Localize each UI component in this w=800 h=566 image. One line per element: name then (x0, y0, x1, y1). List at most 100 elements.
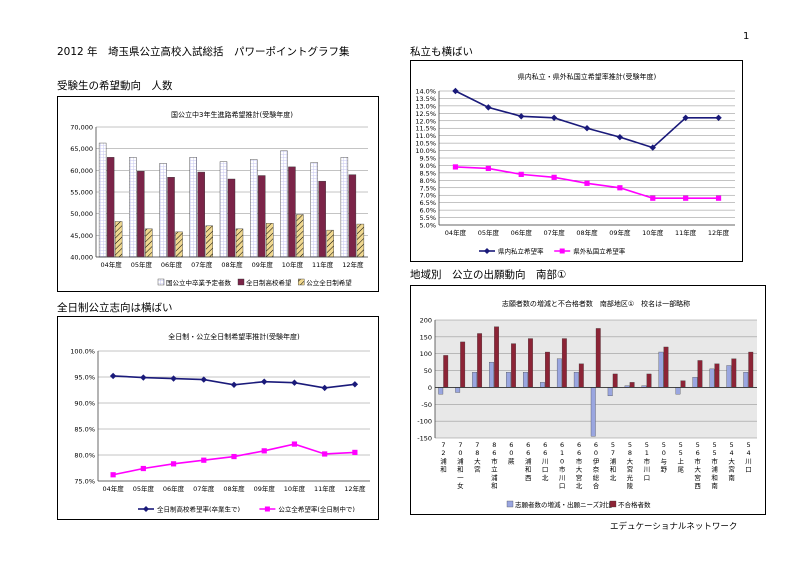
chart-panel-south-district: 志願者数の増減と不合格者数 南部地区① 校名は一部略称 -150 -100 -50 0 5… (410, 285, 766, 515)
x-tick-label-char: 1 (560, 449, 564, 457)
x-tick-label-char: 6 (543, 449, 547, 457)
x-tick-label-char: 7 (458, 441, 462, 449)
x-tick-label-char: 5 (730, 441, 734, 449)
bar-1 (523, 372, 528, 388)
bar-1 (219, 161, 228, 258)
bar-2 (731, 358, 737, 388)
x-tick-label-char: 5 (611, 441, 615, 449)
series-line-2 (112, 443, 355, 476)
data-point (200, 376, 207, 383)
y-tick-label: 50 (424, 367, 432, 375)
x-tick-label-char: 6 (526, 441, 530, 449)
x-tick-label-char: 2 (441, 449, 445, 457)
x-tick-label-char: 与 (661, 457, 668, 465)
y-tick-label: 100.0% (70, 348, 95, 356)
data-point (230, 381, 238, 388)
x-tick-label-char: 川 (559, 474, 566, 482)
bar-1 (573, 372, 579, 388)
bar-1 (472, 372, 478, 388)
bar-1 (98, 142, 107, 258)
legend-label: 不合格者数 (618, 500, 651, 509)
x-tick-label-char: 大 (694, 465, 701, 474)
x-tick-label: 11年度 (312, 260, 334, 269)
bar-2 (227, 178, 236, 258)
footer-company: エデュケーショナルネットワーク (610, 522, 738, 532)
bar-2 (545, 351, 550, 388)
y-tick-label: 55,000 (70, 189, 93, 197)
x-tick-label-char: 大 (728, 456, 735, 465)
bar-2 (197, 171, 205, 258)
south-district-bar-chart: 志願者数の増減と不合格者数 南部地区① 校名は一部略称-150-100-5005… (417, 299, 757, 509)
bar-1 (159, 163, 167, 258)
bar-1 (692, 377, 698, 388)
data-point (683, 195, 689, 201)
data-point (231, 453, 237, 460)
data-point (518, 113, 525, 120)
y-tick-label: 80.0% (74, 452, 95, 460)
data-point (352, 449, 358, 455)
bar-3 (326, 229, 334, 258)
bar-2 (511, 343, 516, 388)
x-tick-label: 10年度 (282, 260, 304, 269)
x-tick-label-char: 0 (560, 457, 564, 465)
x-tick-label-char: 市 (559, 465, 566, 474)
x-tick-label: 04年度 (100, 260, 122, 269)
x-tick-label-char: 川 (745, 457, 752, 465)
x-tick-label-char: 南 (711, 481, 718, 490)
x-tick-label: 10年度 (642, 228, 664, 237)
bar-2 (578, 363, 584, 388)
bar-1 (189, 157, 197, 258)
y-tick-label: 85.0% (74, 426, 95, 434)
x-tick-label-char: 宮 (728, 465, 735, 474)
y-tick-label: 60,000 (70, 167, 93, 175)
section-heading-bottom-right: 地域別 公立の出願動向 南部① (410, 269, 567, 281)
x-tick-label-char: 4 (746, 449, 750, 457)
bar-2 (612, 373, 618, 388)
bar-2 (595, 328, 601, 388)
x-tick-label-char: 宮 (576, 473, 583, 482)
x-tick-label: 12年度 (342, 260, 364, 269)
bar-1 (455, 387, 461, 393)
x-tick-label-char: 和 (711, 473, 718, 482)
bar-2 (680, 380, 686, 388)
x-tick-label-char: 市 (576, 456, 583, 465)
y-tick-label: -150 (417, 435, 432, 443)
legend-marker (143, 506, 149, 512)
data-point (551, 174, 557, 180)
x-tick-label: 08年度 (576, 228, 598, 237)
x-tick-label-char: 大 (576, 465, 583, 474)
x-tick-label-char: 口 (745, 466, 752, 474)
bar-2 (288, 166, 296, 258)
legend-swatch (609, 500, 617, 508)
x-tick-label: 07年度 (193, 484, 215, 493)
x-tick-label-char: 0 (662, 449, 666, 457)
x-tick-label: 09年度 (609, 228, 631, 237)
bar-1 (540, 382, 545, 388)
y-tick-label: 13.5% (415, 95, 436, 103)
x-tick-label: 09年度 (252, 260, 274, 269)
data-point (351, 381, 359, 388)
bar-2 (106, 157, 115, 258)
x-tick-label-char: 5 (696, 441, 700, 449)
bar-1 (743, 372, 749, 388)
bar-2 (714, 363, 720, 388)
chart-panel-applicants: 国公立中3年生進路希望推計(受験年度) 40,000 45,000 50,000 55,… (57, 96, 379, 292)
legend-label: 全日制高校希望率(卒業生で) (157, 505, 240, 514)
bar-2 (663, 346, 669, 388)
bar-2 (561, 338, 567, 388)
x-tick-label-char: 浦 (440, 456, 447, 465)
x-tick-label-char: 和 (491, 481, 498, 490)
x-tick-label: 05年度 (133, 484, 155, 493)
bar-1 (658, 351, 664, 388)
section-heading-bottom-left: 全日制公立志向は横ばい (57, 302, 173, 314)
x-tick-label-char: 北 (610, 474, 617, 482)
bar-3 (145, 228, 153, 258)
legend-label: 公立全日制希望 (306, 278, 352, 287)
x-tick-label-char: 口 (644, 474, 651, 482)
x-tick-label-char: 8 (475, 449, 479, 457)
data-point (715, 114, 722, 121)
bar-1 (506, 372, 511, 388)
bar-1 (556, 358, 562, 388)
x-tick-label-char: 市 (694, 456, 701, 465)
data-point (170, 375, 177, 382)
